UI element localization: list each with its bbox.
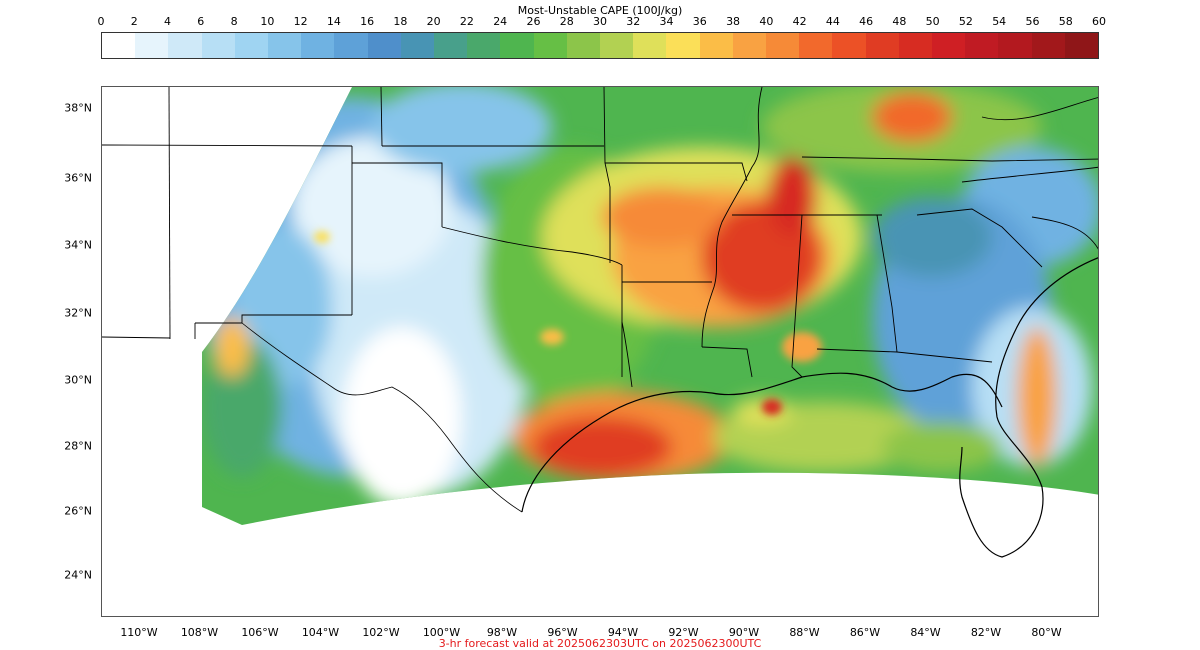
- colorbar-segment: [533, 33, 567, 58]
- colorbar-tick-label: 28: [559, 15, 574, 28]
- latitude-label: 30°N: [64, 373, 92, 387]
- colorbar-segment: [268, 33, 302, 58]
- colorbar: [101, 32, 1099, 59]
- longitude-label: 80°W: [1031, 626, 1062, 639]
- colorbar-tick-label: 30: [593, 15, 607, 28]
- colorbar-segment: [699, 33, 733, 58]
- colorbar-segment: [865, 33, 899, 58]
- colorbar-tick-label: 10: [260, 15, 275, 28]
- colorbar-segment: [102, 33, 136, 58]
- colorbar-tick-label: 2: [130, 15, 138, 28]
- colorbar-segment: [234, 33, 269, 58]
- colorbar-tick-label: 26: [526, 15, 541, 28]
- colorbar-segment: [832, 33, 866, 58]
- longitude-label: 102°W: [362, 626, 400, 639]
- colorbar-tick-label: 22: [459, 15, 474, 28]
- colorbar-tick-label: 12: [293, 15, 308, 28]
- colorbar-segment: [799, 33, 833, 58]
- colorbar-tick-label: 32: [626, 15, 641, 28]
- longitude-label: 94°W: [607, 626, 639, 639]
- colorbar-segment: [1064, 33, 1099, 58]
- longitude-label: 108°W: [180, 626, 219, 639]
- colorbar-tick-label: 4: [164, 15, 172, 28]
- longitude-label: 96°W: [547, 626, 578, 639]
- longitude-label: 110°W: [120, 626, 158, 639]
- colorbar-tick-label: 54: [992, 15, 1007, 28]
- colorbar-segment: [301, 33, 335, 58]
- colorbar-tick-label: 8: [230, 15, 238, 28]
- colorbar-segment: [434, 33, 468, 58]
- longitude-label: 92°W: [668, 626, 699, 639]
- longitude-label: 88°W: [789, 626, 820, 639]
- cape-map: [102, 87, 1098, 558]
- colorbar-tick-label: 14: [326, 15, 341, 28]
- coastline: [521, 257, 1098, 558]
- latitude-label: 38°N: [64, 101, 92, 115]
- colorbar-tick-label: 58: [1058, 15, 1073, 28]
- cape-field: [202, 87, 1098, 525]
- colorbar-segment: [367, 33, 401, 58]
- colorbar-segment: [500, 33, 534, 58]
- colorbar-segment: [135, 33, 169, 58]
- map-panel: [101, 86, 1099, 617]
- colorbar-segment: [965, 33, 999, 58]
- colorbar-segment: [201, 33, 235, 58]
- latitude-label: 26°N: [64, 504, 92, 518]
- latitude-label: 32°N: [64, 306, 92, 320]
- colorbar-tick-label: 0: [97, 15, 105, 28]
- longitude-label: 84°W: [910, 626, 941, 639]
- colorbar-tick-label: 52: [958, 15, 973, 28]
- longitude-label: 90°W: [728, 626, 760, 639]
- longitude-label: 100°W: [422, 626, 461, 639]
- colorbar-tick-label: 40: [759, 15, 774, 28]
- colorbar-tick-label: 50: [925, 15, 940, 28]
- colorbar-tick-label: 48: [892, 15, 907, 28]
- latitude-label: 36°N: [64, 171, 92, 185]
- colorbar-segment: [566, 33, 601, 58]
- colorbar-segment: [334, 33, 368, 58]
- latitude-label: 28°N: [64, 439, 92, 453]
- colorbar-segment: [998, 33, 1032, 58]
- colorbar-tick-label: 16: [360, 15, 375, 28]
- colorbar-segment: [600, 33, 634, 58]
- colorbar-tick-label: 56: [1025, 15, 1040, 28]
- colorbar-tick-label: 6: [197, 15, 205, 28]
- colorbar-tick-label: 60: [1092, 15, 1106, 28]
- colorbar-tick-label: 18: [393, 15, 408, 28]
- colorbar-segment: [168, 33, 202, 58]
- colorbar-segment: [666, 33, 700, 58]
- longitude-label: 106°W: [241, 626, 279, 639]
- colorbar-segment: [932, 33, 966, 58]
- longitude-label: 82°W: [970, 626, 1002, 639]
- colorbar-segment: [1031, 33, 1065, 58]
- colorbar-segment: [467, 33, 501, 58]
- colorbar-segment: [766, 33, 800, 58]
- latitude-label: 34°N: [64, 238, 92, 252]
- colorbar-tick-label: 46: [859, 15, 874, 28]
- mexico-border: [241, 322, 523, 513]
- colorbar-segment: [898, 33, 933, 58]
- longitude-label: 104°W: [301, 626, 340, 639]
- colorbar-tick-labels: 0 2 4 6 8 10 12 14 16 18 20 22 24 26 28 30 32 34 36 38 40 42 4…: [0, 15, 1200, 31]
- longitude-label: 98°W: [486, 626, 518, 639]
- colorbar-title: Most-Unstable CAPE (100J/kg): [517, 4, 683, 17]
- colorbar-tick-label: 44: [825, 15, 840, 28]
- colorbar-segment: [400, 33, 435, 58]
- colorbar-segment: [732, 33, 767, 58]
- colorbar-tick-label: 24: [493, 15, 508, 28]
- colorbar-tick-label: 38: [726, 15, 741, 28]
- forecast-footer: 3-hr forecast valid at 2025062303UTC on …: [438, 637, 762, 650]
- colorbar-tick-label: 34: [659, 15, 674, 28]
- longitude-label: 86°W: [849, 626, 881, 639]
- colorbar-segment: [633, 33, 667, 58]
- colorbar-tick-label: 20: [426, 15, 441, 28]
- colorbar-tick-label: 42: [792, 15, 807, 28]
- latitude-label: 24°N: [64, 568, 92, 582]
- state-borders: [102, 87, 1098, 388]
- colorbar-tick-label: 36: [692, 15, 707, 28]
